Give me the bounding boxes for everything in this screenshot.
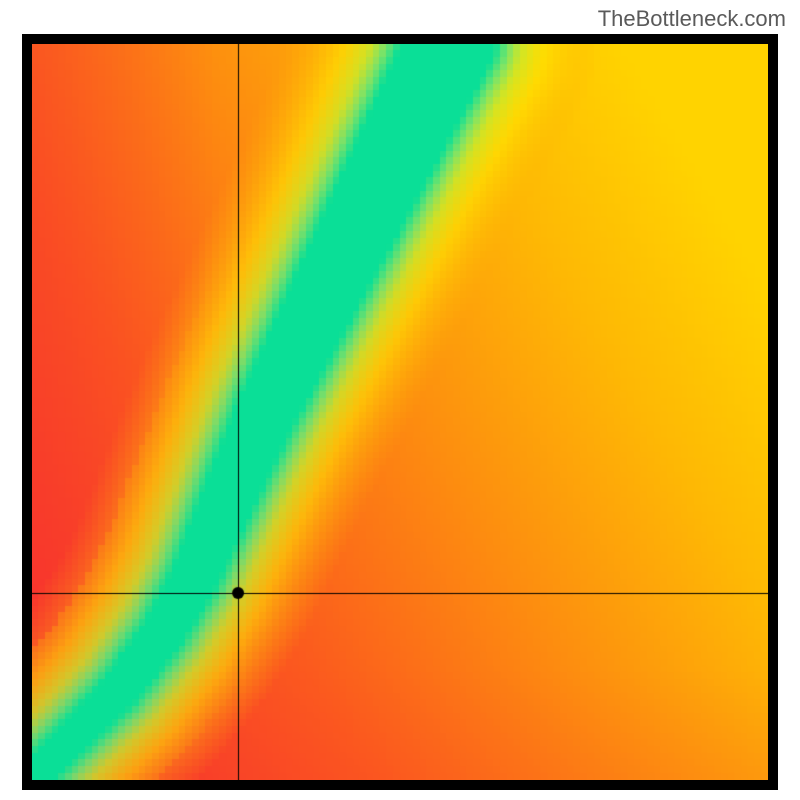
watermark-text: TheBottleneck.com	[598, 6, 786, 32]
heatmap-canvas	[32, 44, 768, 780]
chart-container: TheBottleneck.com	[0, 0, 800, 800]
